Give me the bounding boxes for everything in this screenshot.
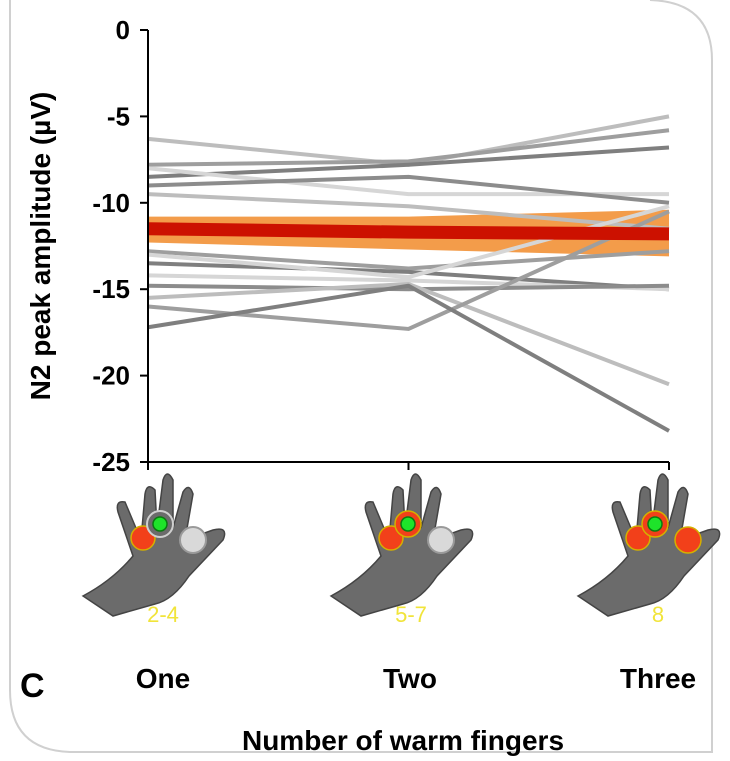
target-finger-marker	[400, 516, 416, 532]
y-tick-label: 0	[116, 15, 130, 45]
x-ticks-layer	[147, 462, 670, 470]
participant-line-13	[147, 283, 670, 433]
x-axis-title: Number of warm fingers	[242, 725, 564, 756]
panel-letter: C	[20, 667, 45, 705]
hand-icon-2: 5-7	[329, 473, 474, 627]
condition-label-two: Two	[383, 663, 437, 694]
hand-count-label: 8	[652, 602, 664, 627]
participant-line-5	[147, 174, 670, 205]
hands-layer: 2-4 5-7 8	[81, 473, 721, 627]
y-ticks-layer: 0 -5 -10 -15 -20 -25	[92, 15, 148, 477]
participant-line-6	[147, 192, 670, 231]
neutral-finger-marker	[179, 526, 207, 554]
hand-silhouette	[576, 473, 721, 617]
condition-label-three: Three	[620, 663, 696, 694]
condition-label-one: One	[136, 663, 190, 694]
participant-line-10	[147, 283, 670, 292]
neutral-finger-marker	[427, 526, 455, 554]
y-tick-label: -5	[107, 101, 130, 131]
y-tick-label: -10	[92, 188, 130, 218]
mean-line-layer	[147, 222, 670, 241]
participant-line-3	[147, 145, 670, 179]
warm-finger-marker	[674, 526, 702, 554]
hand-silhouette	[329, 473, 474, 617]
hand-icon-3: 8	[576, 473, 721, 627]
y-tick-label: -15	[92, 274, 130, 304]
target-finger-marker	[647, 516, 663, 532]
participant-line-2	[147, 128, 670, 167]
hand-silhouette	[81, 473, 226, 617]
mean-line	[147, 222, 670, 241]
hand-count-label: 2-4	[147, 602, 179, 627]
hand-count-label: 5-7	[395, 602, 427, 627]
y-tick-label: -25	[92, 447, 130, 477]
y-tick-label: -20	[92, 361, 130, 391]
hand-icon-1: 2-4	[81, 473, 226, 627]
panel-border	[9, 0, 713, 753]
participant-lines-layer	[147, 114, 670, 433]
y-axis-title: N2 peak amplitude (µV)	[25, 92, 56, 401]
target-finger-marker	[152, 516, 168, 532]
participant-line-11	[147, 282, 670, 387]
participant-line-8	[147, 261, 670, 292]
participant-line-7	[147, 249, 670, 271]
